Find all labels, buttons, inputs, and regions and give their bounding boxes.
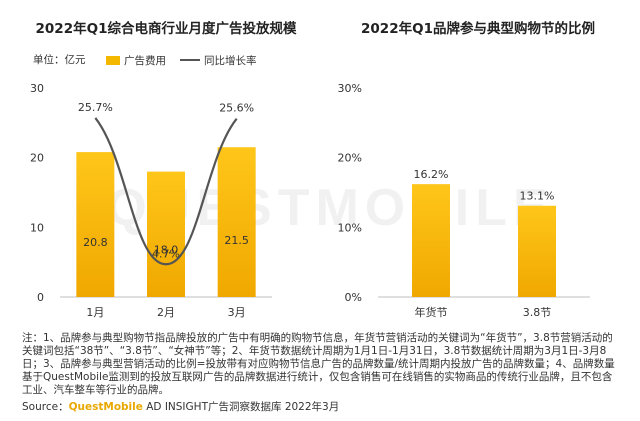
- source-prefix: Source：: [22, 401, 69, 413]
- right-y-tick-label: 0%: [345, 291, 362, 304]
- legend-bar-swatch: [106, 56, 120, 65]
- source-brand: QuestMobile: [68, 401, 143, 413]
- left-y-tick-label: 30: [30, 82, 44, 95]
- left-bar-value-label: 21.5: [224, 234, 249, 247]
- growth-rate-label: 25.7%: [78, 101, 113, 114]
- left-unit-label: 单位：亿元: [33, 53, 86, 66]
- left-bar: [76, 152, 115, 297]
- right-bar: [412, 184, 450, 297]
- footnote: 注：1、品牌参与典型购物节指品牌投放的广告中有明确的购物节信息，年货节营销活动的…: [22, 332, 615, 396]
- growth-rate-label: 4.7%: [152, 247, 180, 260]
- left-bar: [217, 147, 256, 297]
- left-x-tick-label: 1月: [86, 306, 104, 319]
- left-x-tick-label: 2月: [157, 306, 175, 319]
- left-y-tick-label: 10: [30, 221, 44, 234]
- legend-line-label: 同比增长率: [204, 54, 257, 67]
- source-suffix: AD INSIGHT广告洞察数据库 2022年3月: [142, 401, 340, 413]
- left-x-tick-label: 3月: [228, 306, 246, 319]
- legend-bar-label: 广告费用: [124, 54, 166, 67]
- right-chart-title: 2022年Q1品牌参与典型购物节的比例: [361, 20, 595, 37]
- right-y-tick-label: 30%: [338, 82, 362, 95]
- right-bar: [518, 205, 556, 297]
- left-y-tick-label: 0: [37, 291, 44, 304]
- right-x-tick-label: 3.8节: [523, 306, 552, 319]
- right-y-tick-label: 20%: [338, 152, 362, 165]
- right-x-tick-label: 年货节: [415, 305, 448, 319]
- growth-rate-line: [94, 117, 238, 266]
- right-bar-value-label: 16.2%: [414, 168, 449, 181]
- source-line: Source：QuestMobile AD INSIGHT广告洞察数据库 202…: [22, 399, 339, 414]
- right-bar-value-label: 13.1%: [520, 190, 555, 203]
- left-bar-value-label: 18.0: [154, 243, 179, 256]
- left-bar-value-label: 20.8: [83, 236, 108, 249]
- left-y-tick-label: 20: [30, 152, 44, 165]
- right-y-tick-label: 10%: [338, 221, 362, 234]
- growth-rate-label: 25.6%: [219, 102, 254, 115]
- left-bar: [147, 171, 185, 297]
- left-chart-title: 2022年Q1综合电商行业月度广告投放规模: [36, 20, 297, 37]
